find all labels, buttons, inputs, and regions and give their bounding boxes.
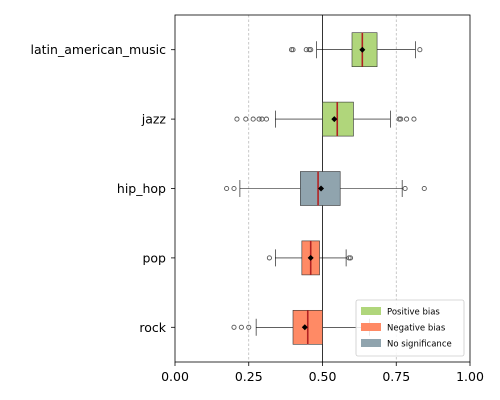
outlier-point [224, 185, 230, 192]
x-tick-label: 0.00 [161, 369, 189, 384]
legend-label: Negative bias [387, 324, 446, 334]
y-tick-label: rock [139, 320, 166, 335]
outlier-point [263, 116, 270, 122]
legend-swatch [361, 307, 381, 315]
outlier-point [421, 185, 427, 192]
outlier-point [396, 116, 402, 122]
y-tick-label: pop [142, 250, 166, 265]
outlier-point [404, 116, 410, 122]
outlier-point [411, 116, 417, 122]
mean-marker [359, 46, 366, 53]
legend: Positive bias Negative bias No significanc… [355, 299, 465, 357]
outlier-point [246, 324, 252, 330]
outlier-point [417, 47, 423, 53]
outlier-point [306, 47, 312, 53]
y-tick-label: jazz [141, 112, 167, 127]
outlier-point [290, 47, 296, 53]
outlier-point [231, 324, 237, 330]
outlier-point [256, 116, 262, 122]
outlier-point [250, 116, 256, 122]
legend-swatch [361, 339, 381, 347]
x-tick-label: 0.25 [235, 369, 263, 384]
outlier-point [238, 324, 244, 330]
legend-label: No significance [387, 340, 452, 350]
mean-marker [318, 185, 325, 192]
y-tick-label: hip_hop [117, 181, 166, 196]
legend-label: Positive bias [387, 308, 440, 318]
outlier-point [402, 185, 408, 192]
x-tick-label: 1.00 [456, 369, 484, 384]
mean-marker [307, 254, 314, 261]
outlier-point [288, 47, 295, 53]
legend-frame [355, 299, 465, 357]
mean-marker [301, 324, 308, 331]
legend-swatch [361, 323, 381, 331]
y-tick-label: latin_american_music [31, 42, 167, 57]
outlier-point [234, 116, 240, 122]
x-tick-label: 0.50 [309, 369, 337, 384]
outlier-point [243, 116, 249, 122]
mean-marker [331, 116, 338, 123]
outlier-point [308, 47, 314, 53]
outlier-point [398, 116, 404, 122]
outlier-point [346, 255, 352, 261]
outlier-point [231, 185, 237, 192]
outlier-point [266, 255, 272, 261]
x-tick-label: 0.75 [382, 369, 410, 384]
outlier-point [347, 255, 354, 261]
